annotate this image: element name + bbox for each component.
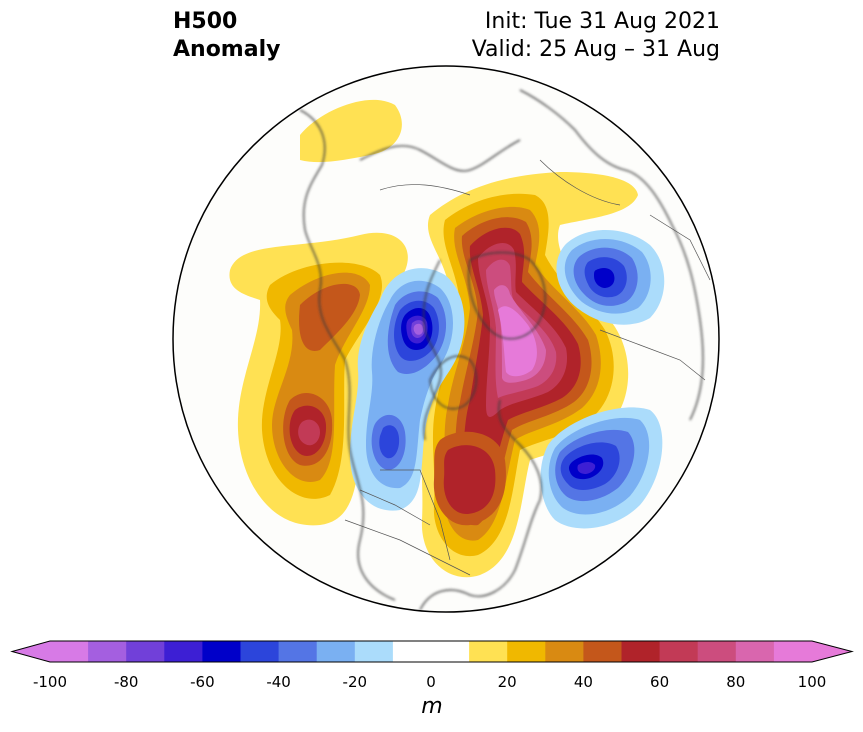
- colorbar-segment: [50, 641, 89, 662]
- colorbar-segment: [126, 641, 165, 662]
- colorbar-segment: [431, 641, 470, 662]
- colorbar-segment: [354, 641, 394, 662]
- colorbar-tick-label: -60: [190, 673, 215, 691]
- colorbar-extend-min: [12, 641, 50, 662]
- init-label: Init: Tue 31 Aug 2021: [484, 9, 720, 34]
- colorbar-tick-label: -40: [266, 673, 291, 691]
- colorbar-segment: [164, 641, 203, 662]
- country-borders: [344, 159, 711, 576]
- variable-label: H500: [173, 9, 238, 34]
- colorbar-tick-label: -80: [113, 673, 139, 691]
- colorbar: [10, 640, 854, 663]
- colorbar-tick-label: -100: [32, 673, 68, 691]
- field-label: Anomaly: [173, 37, 281, 62]
- colorbar-tick-label: 20: [497, 673, 517, 691]
- valid-label: Valid: 25 Aug – 31 Aug: [471, 37, 720, 62]
- colorbar-segment: [88, 641, 127, 662]
- colorbar-segment: [621, 641, 661, 662]
- colorbar-extend-max: [812, 641, 852, 662]
- anomaly-positive-pacific: [229, 99, 408, 526]
- anomaly-negative-siberia: [556, 230, 665, 325]
- anomaly-negative-canada: [350, 268, 465, 511]
- chart-title: H500 Anomaly: [173, 8, 280, 64]
- colorbar-tick-label: 0: [426, 673, 436, 691]
- colorbar-segment: [773, 641, 813, 662]
- colorbar-segment: [507, 641, 546, 662]
- colorbar-tick-label: 40: [573, 673, 593, 691]
- map-boundary: [172, 65, 720, 613]
- anomaly-negative-europe: [540, 407, 663, 529]
- date-info: Init: Tue 31 Aug 2021 Valid: 25 Aug – 31…: [472, 8, 720, 64]
- anomaly-positive-na: [433, 431, 506, 526]
- colorbar-segment: [469, 641, 508, 662]
- colorbar-unit: m: [421, 694, 443, 719]
- colorbar-tick-label: 60: [650, 673, 670, 691]
- colorbar-tick-label: -20: [342, 673, 368, 691]
- coastlines: [299, 89, 704, 611]
- polar-map: [172, 65, 720, 613]
- colorbar-tick-label: 100: [797, 673, 827, 691]
- colorbar-tick-label: 80: [726, 673, 746, 691]
- colorbar-segment: [545, 641, 584, 662]
- colorbar-segment: [392, 641, 432, 662]
- colorbar-segment: [240, 641, 280, 662]
- colorbar-segment: [202, 641, 241, 662]
- colorbar-segment: [316, 641, 356, 662]
- colorbar-segment: [697, 641, 737, 662]
- colorbar-segment: [735, 641, 775, 662]
- colorbar-segment: [583, 641, 622, 662]
- colorbar-segment: [659, 641, 699, 662]
- colorbar-segment: [278, 641, 318, 662]
